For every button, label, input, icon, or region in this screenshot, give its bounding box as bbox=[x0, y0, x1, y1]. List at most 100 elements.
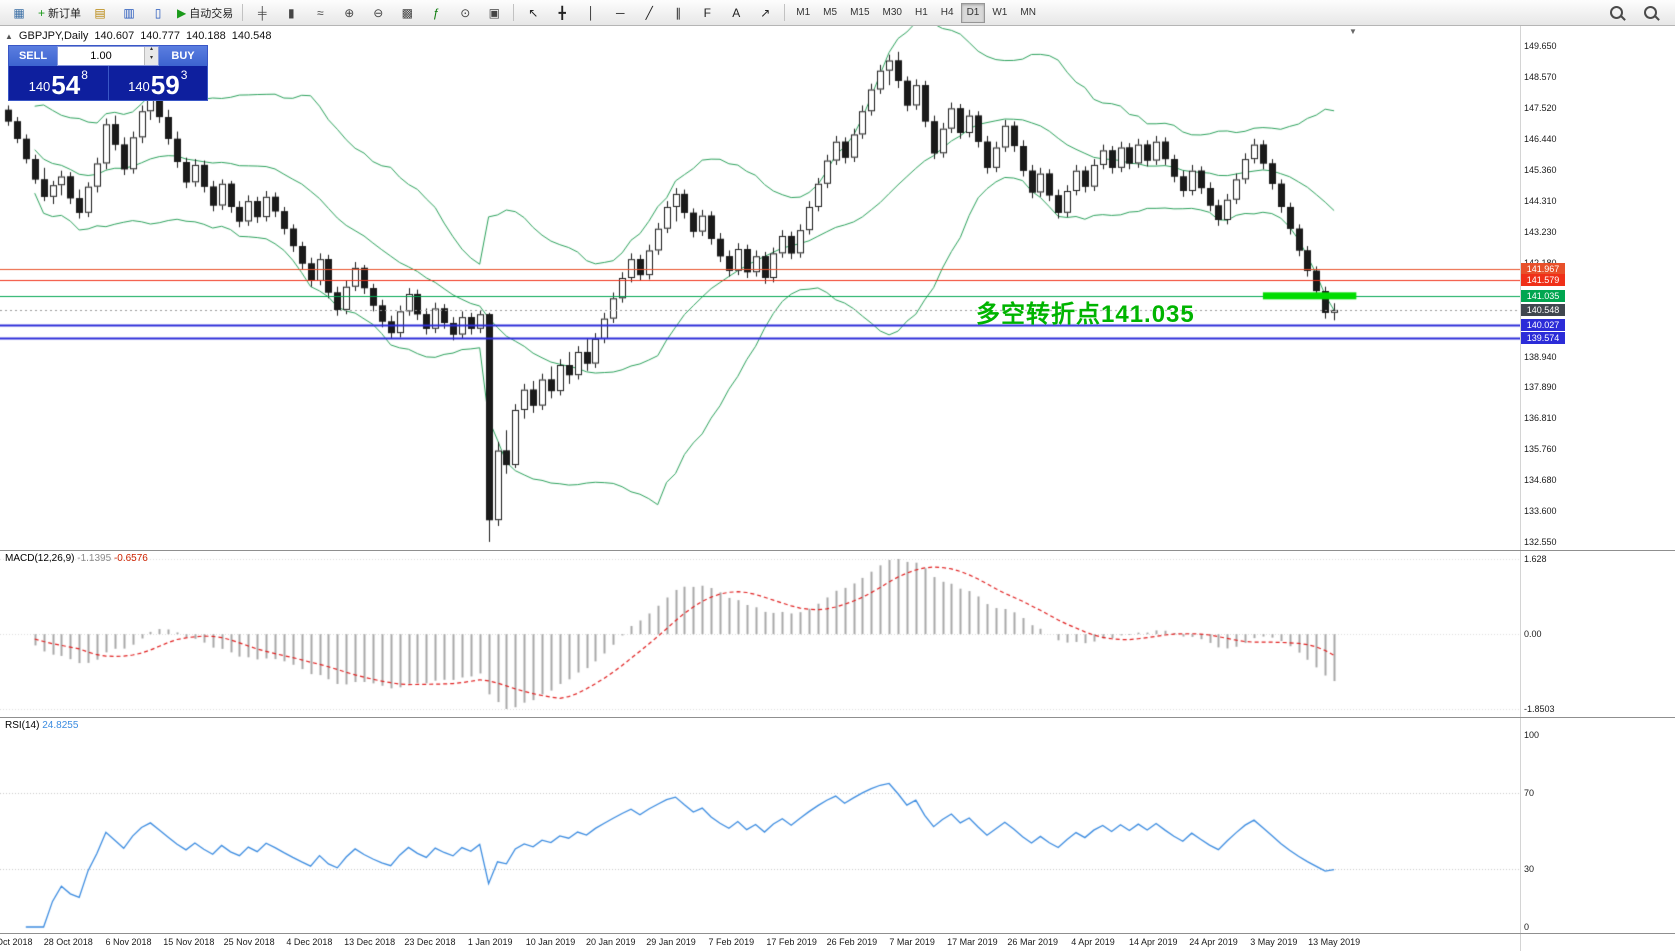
arrows-button[interactable]: ↗ bbox=[751, 2, 779, 24]
price-axis-label: 138.940 bbox=[1524, 351, 1557, 362]
macd-canvas[interactable] bbox=[0, 551, 1520, 717]
vertical-line-button[interactable]: │ bbox=[577, 2, 605, 24]
price-axis-label: 134.680 bbox=[1524, 475, 1557, 486]
chart-shift-marker[interactable]: ▼ bbox=[1349, 27, 1357, 36]
price-tag-140.548: 140.548 bbox=[1521, 303, 1565, 316]
volume-value[interactable]: 1.00 bbox=[90, 50, 112, 62]
new-chart-icon-icon: ▦ bbox=[13, 5, 25, 20]
timeframe-button-M5[interactable]: M5 bbox=[823, 7, 838, 18]
timeframe-button-W1[interactable]: W1 bbox=[992, 7, 1008, 18]
bid-big-digits: 54 bbox=[51, 70, 81, 100]
price-axis-label: 148.570 bbox=[1524, 72, 1557, 83]
ask-price[interactable]: 140 59 3 bbox=[109, 66, 208, 100]
bid-price[interactable]: 140 54 8 bbox=[9, 66, 109, 100]
chart-annotation: 多空转折点141.035 bbox=[976, 301, 1195, 328]
periods-button[interactable]: ⊙ bbox=[451, 2, 479, 24]
one-click-trading-panel: SELL 1.00 ▴ ▾ BUY 140 54 8 140 59 3 bbox=[8, 45, 208, 101]
channel-button[interactable]: ∥ bbox=[664, 2, 692, 24]
toolbar-group-line-studies: ↖ ╋ │ ─ ╱ ∥ F A ↗ bbox=[519, 2, 779, 24]
ask-pipette: 3 bbox=[180, 68, 188, 82]
search-chart-icon[interactable] bbox=[1636, 2, 1664, 24]
date-label: 1 Jan 2019 bbox=[467, 937, 513, 947]
zoom-in-button[interactable]: ⊕ bbox=[335, 2, 363, 24]
indicators-icon: ƒ bbox=[432, 5, 440, 20]
date-label: 7 Mar 2019 bbox=[889, 937, 935, 947]
cursor-icon: ↖ bbox=[528, 5, 539, 20]
volume-input[interactable]: 1.00 ▴ ▾ bbox=[57, 46, 159, 66]
horizontal-line-button[interactable]: ─ bbox=[606, 2, 634, 24]
crosshair-icon: ╋ bbox=[558, 5, 566, 20]
timeframe-button-D1[interactable]: D1 bbox=[960, 2, 986, 23]
bid-prefix: 140 bbox=[28, 79, 51, 94]
zoom-out-button[interactable]: ⊖ bbox=[364, 2, 392, 24]
buy-button[interactable]: BUY bbox=[159, 46, 207, 66]
autotrading-button[interactable]: ▶ 自动交易 bbox=[173, 2, 237, 24]
rsi-axis-label: 100 bbox=[1524, 730, 1540, 740]
date-label: 13 Dec 2018 bbox=[344, 937, 396, 947]
timeframe-button-H4[interactable]: H4 bbox=[940, 7, 954, 18]
terminal-icon-icon: ▯ bbox=[154, 5, 162, 20]
timeframe-button-M15[interactable]: M15 bbox=[850, 7, 870, 18]
price-axis-label: 143.230 bbox=[1524, 227, 1557, 238]
zoom-in-icon: ⊕ bbox=[344, 5, 355, 20]
new-chart-icon-button[interactable]: ▦ bbox=[5, 2, 33, 24]
bar-chart-icon-button[interactable]: ╪ bbox=[248, 2, 276, 24]
tile-windows-button[interactable]: ▩ bbox=[393, 2, 421, 24]
macd-axis-zero-label: 0.00 bbox=[1524, 629, 1542, 640]
market-watch-icon-button[interactable]: ▤ bbox=[86, 2, 114, 24]
rsi-canvas[interactable] bbox=[0, 718, 1520, 933]
new-order-button[interactable]: + 新订单 bbox=[34, 2, 85, 24]
text-button[interactable]: A bbox=[722, 2, 750, 24]
volume-stepper[interactable]: ▴ ▾ bbox=[144, 46, 158, 65]
price-axis-label: 149.650 bbox=[1524, 41, 1557, 51]
price-axis-separator bbox=[1520, 26, 1521, 951]
timeframe-button-H1[interactable]: H1 bbox=[914, 7, 928, 18]
terminal-icon-button[interactable]: ▯ bbox=[144, 2, 172, 24]
date-label: 17 Mar 2019 bbox=[947, 937, 998, 947]
trendline-icon: ╱ bbox=[645, 5, 653, 20]
new-order-button-label: 新订单 bbox=[48, 7, 82, 20]
trendline-button[interactable]: ╱ bbox=[635, 2, 663, 24]
macd-name: MACD(12,26,9) bbox=[5, 553, 75, 564]
main-chart-canvas[interactable] bbox=[0, 26, 1520, 550]
crosshair-button[interactable]: ╋ bbox=[548, 2, 576, 24]
price-axis-label: 142.180 bbox=[1524, 258, 1557, 268]
candlestick-chart-icon-button[interactable]: ▮ bbox=[277, 2, 305, 24]
sell-button[interactable]: SELL bbox=[9, 46, 57, 66]
line-chart-icon-button[interactable]: ≈ bbox=[306, 2, 334, 24]
volume-down-icon[interactable]: ▾ bbox=[145, 55, 158, 65]
price-axis-label: 145.360 bbox=[1524, 165, 1557, 176]
timeframe-button-MN[interactable]: MN bbox=[1020, 7, 1036, 18]
search-icon[interactable] bbox=[1602, 2, 1630, 24]
date-label: 6 Nov 2018 bbox=[105, 937, 152, 947]
date-label: 10 Jan 2019 bbox=[525, 937, 576, 947]
price-axis-label: 137.890 bbox=[1524, 382, 1557, 393]
rsi-axis-label: 0 bbox=[1524, 922, 1530, 932]
date-label: 7 Feb 2019 bbox=[708, 937, 755, 947]
ask-prefix: 140 bbox=[128, 79, 150, 94]
timeframe-button-M1[interactable]: M1 bbox=[796, 7, 811, 18]
fibonacci-button[interactable]: F bbox=[693, 2, 721, 24]
templates-button[interactable]: ▣ bbox=[480, 2, 508, 24]
templates-icon: ▣ bbox=[488, 5, 500, 20]
ohlc-open: 140.607 bbox=[94, 30, 135, 42]
arrows-icon: ↗ bbox=[760, 5, 771, 20]
navigator-icon-button[interactable]: ▥ bbox=[115, 2, 143, 24]
cursor-button[interactable]: ↖ bbox=[519, 2, 547, 24]
rsi-value: 24.8255 bbox=[42, 720, 79, 731]
panel-separator-macd[interactable] bbox=[0, 550, 1675, 551]
rsi-axis-label: 30 bbox=[1524, 864, 1535, 875]
panel-separator-rsi[interactable] bbox=[0, 717, 1675, 718]
price-tag-139.574: 139.574 bbox=[1521, 332, 1565, 345]
toolbar: ▦ + 新订单 ▤ ▥ ▯ ▶ 自动交易 ╪ ▮ ≈ ⊕ ⊖ ▩ ƒ ⊙ ▣ ↖ ╋ │ ─ ╱ ∥ F A ↗ M1 M5 M15 M3… bbox=[0, 0, 1675, 26]
price-axis-label: 147.520 bbox=[1524, 102, 1557, 113]
date-label: 26 Mar 2019 bbox=[1007, 937, 1058, 947]
price-axis-label: 135.760 bbox=[1524, 443, 1557, 454]
timeframe-button-M30[interactable]: M30 bbox=[882, 7, 902, 18]
date-axis-separator[interactable] bbox=[0, 933, 1675, 934]
volume-up-icon[interactable]: ▴ bbox=[145, 46, 158, 56]
indicators-button[interactable]: ƒ bbox=[422, 2, 450, 24]
macd-main-value: -1.1395 bbox=[77, 553, 112, 564]
collapse-chart-icon[interactable]: ▲ bbox=[5, 31, 13, 41]
navigator-icon-icon: ▥ bbox=[123, 5, 135, 20]
